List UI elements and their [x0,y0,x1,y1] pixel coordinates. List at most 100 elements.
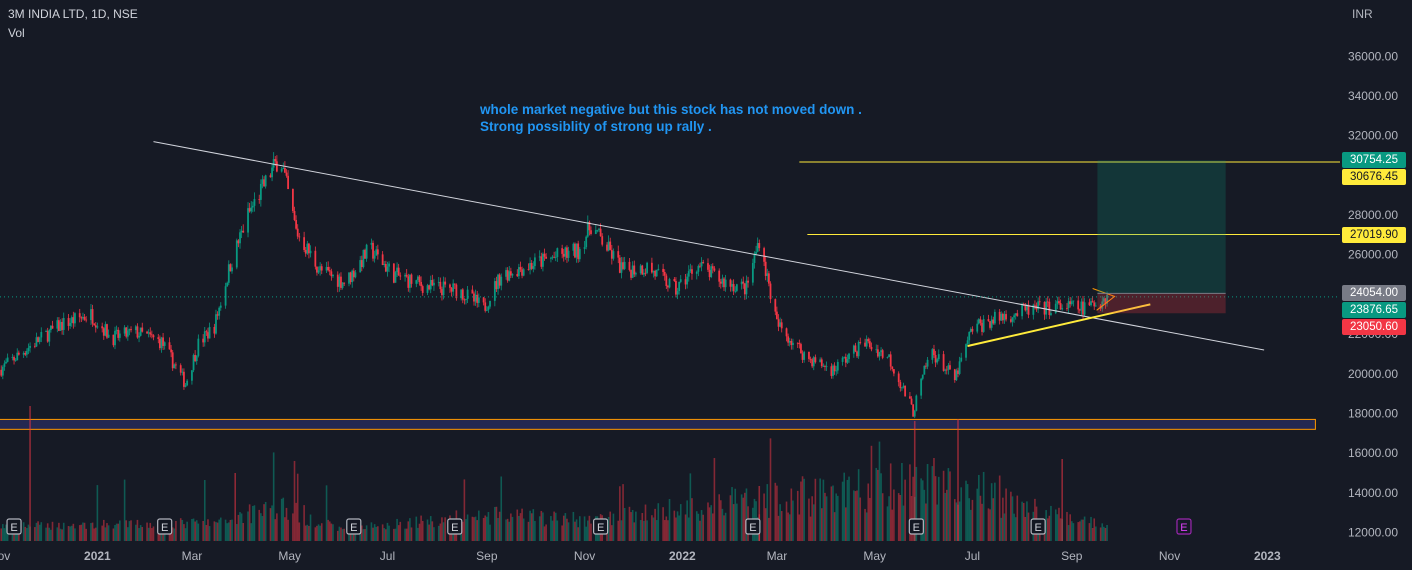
candle [731,284,733,287]
candle [370,242,373,245]
volume-bar [663,520,666,541]
candle [522,269,525,276]
volume-bar [394,528,397,541]
candle [1034,304,1036,306]
volume-bar [742,497,745,541]
volume-bar [811,496,813,541]
support-zone[interactable] [0,418,1316,430]
candle [1066,308,1068,309]
descending-trendline[interactable] [153,141,1265,351]
volume-bar [622,484,624,541]
candle [747,280,749,283]
text-annotation[interactable]: whole market negative but this stock has… [480,101,862,135]
candle [1077,300,1080,310]
flag-pattern[interactable] [1092,287,1116,311]
candle [888,354,890,358]
candle [1101,301,1104,309]
candle [1078,309,1081,311]
candle [259,183,262,200]
candle [506,270,509,281]
candle [308,243,310,254]
candle [623,261,626,269]
candle [987,319,990,322]
rising-support-line[interactable] [967,303,1151,347]
volume-bar [655,520,658,541]
volume-bar [112,528,115,541]
earnings-marker[interactable]: E [745,518,761,535]
earnings-marker[interactable]: E [6,518,22,535]
price-tag: 23050.60 [1342,319,1406,336]
volume-bar [1099,527,1102,541]
candle [971,328,974,332]
earnings-marker-box [1176,518,1192,535]
y-tick-label: 18000.00 [1348,406,1398,420]
candle [418,276,421,283]
volume-bar [494,506,496,541]
volume-bar [763,493,765,541]
candle [534,257,536,267]
earnings-marker-box [593,518,609,535]
candle [287,175,289,190]
candle [511,274,514,276]
candle [408,274,411,288]
position-loss-zone[interactable] [1097,293,1226,314]
volume-bar [24,526,27,541]
volume-bar [657,503,660,541]
volume-indicator-label[interactable]: Vol [8,26,25,40]
volume-bar [293,460,296,541]
candle [303,237,306,250]
volume-bar [139,525,142,541]
volume-bar [721,508,724,541]
candle [758,243,761,249]
earnings-marker[interactable]: E [346,518,362,535]
earnings-marker[interactable]: E [157,518,173,535]
candle [421,286,424,293]
volume-bar [349,530,352,541]
earnings-marker[interactable]: E [593,518,609,535]
volume-bar [971,499,974,541]
volume-bar [252,505,254,541]
candle [743,283,746,295]
candle [710,266,713,278]
candle [622,262,624,269]
volume-bar [979,495,982,541]
volume-bar [776,485,778,541]
volume-bar [338,526,341,541]
candle [126,330,129,337]
earnings-marker[interactable]: E [908,518,924,535]
volume-bar [774,482,777,541]
volume-bar [707,502,709,541]
earnings-marker[interactable]: E [447,518,463,535]
symbol-title[interactable]: 3M INDIA LTD, 1D, NSE [8,7,138,21]
candle [40,331,43,338]
candle [598,228,600,230]
volume-bar [833,512,836,541]
candle [407,276,410,288]
volume-bar [466,514,469,541]
position-profit-zone[interactable] [1097,160,1226,294]
candle [734,290,737,292]
earnings-marker[interactable]: E [1030,518,1046,535]
candle [94,325,97,328]
volume-bar [859,497,862,541]
volume-bar [788,514,791,541]
volume-bar [1106,525,1108,541]
volume-bar [518,515,520,541]
volume-bar [393,528,395,541]
volume-bar [955,502,958,541]
volume-bar [138,528,140,541]
candle [404,274,406,277]
earnings-marker[interactable]: E [1176,518,1192,535]
volume-bar [258,509,261,541]
candle [763,248,765,262]
volume-bar [83,522,86,541]
candle [139,327,142,336]
x-tick-label: 2021 [84,549,111,563]
candle [756,243,759,252]
volume-bar [958,501,961,541]
y-tick-label: 16000.00 [1348,446,1398,460]
candle [500,276,503,286]
volume-bar [2,524,4,541]
candle [58,320,60,331]
